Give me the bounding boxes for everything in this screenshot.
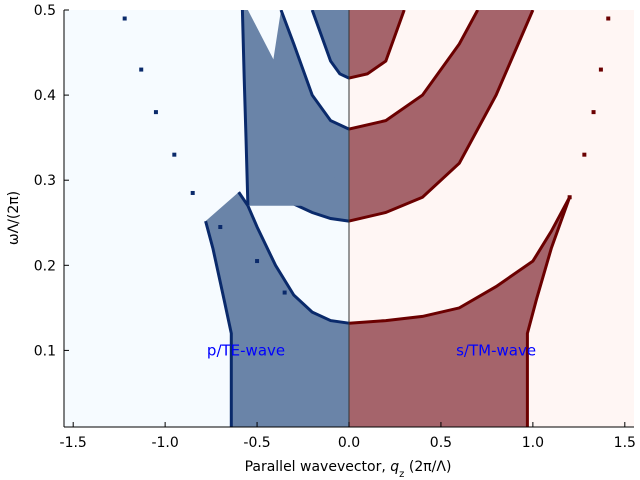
right-band-0-lower-edge [525, 196, 572, 427]
left-dotted-point [282, 290, 287, 295]
left-band-2-lower-edge [310, 10, 350, 80]
left-band-0-lower-edge [204, 220, 233, 427]
x-tick-label: 0.5 [430, 435, 452, 451]
y-tick-label: 0.3 [34, 173, 56, 189]
right-dotted-point [606, 16, 611, 21]
x-tick-label: 1.5 [614, 435, 636, 451]
plot-area: p/TE-wave s/TM-wave [64, 10, 634, 427]
axes: -1.5 -1.0 -0.5 0.0 0.5 1.0 1.5 0.1 0.2 0.3 0.4 0.5 [34, 3, 636, 451]
left-dotted-point [190, 190, 195, 195]
right-band-1-lower-edge [348, 10, 535, 223]
x-tick-label: 0.0 [338, 435, 360, 451]
right-band-0 [349, 197, 570, 427]
right-band-2-lower-edge [348, 10, 406, 80]
right-dotted-point [598, 67, 603, 72]
x-tick-label: -1.0 [151, 435, 178, 451]
y-axis-label: ωΛ/(2π) [6, 191, 22, 245]
y-tick-label: 0.4 [34, 88, 56, 104]
left-dotted-point [153, 110, 158, 115]
right-band-1 [349, 10, 533, 222]
x-tick-label: -1.5 [60, 435, 87, 451]
annotation-label: s/TM-wave [456, 341, 536, 359]
left-dotted-point [122, 16, 127, 21]
right-dotted-point [567, 195, 572, 200]
left-band-2 [312, 10, 349, 79]
left-band-0 [205, 192, 349, 427]
x-axis-label: Parallel wavevector, qz (2π/Λ) [245, 459, 452, 480]
left-band-3 [242, 10, 349, 206]
x-tick-label: -0.5 [243, 435, 270, 451]
left-dotted-point [139, 67, 144, 72]
right-dotted-point [582, 152, 587, 157]
x-tick-label: 1.0 [522, 435, 544, 451]
left-band-0-upper-edge [237, 191, 350, 325]
y-tick-label: 0.2 [34, 258, 56, 274]
left-dotted-point [172, 152, 177, 157]
right-band-2 [349, 10, 405, 79]
y-tick-label: 0.5 [34, 3, 56, 19]
right-band-1-upper-edge [348, 10, 480, 131]
annotation-label: p/TE-wave [207, 341, 285, 359]
left-dotted-point [218, 225, 223, 230]
left-band-1-upper-edge [279, 10, 350, 131]
right-band-0-upper-edge [348, 196, 571, 325]
left-dotted-point [255, 259, 260, 264]
right-dotted-point [591, 110, 596, 115]
left-band-3-lower-edge [240, 10, 250, 206]
y-tick-label: 0.1 [34, 343, 56, 359]
